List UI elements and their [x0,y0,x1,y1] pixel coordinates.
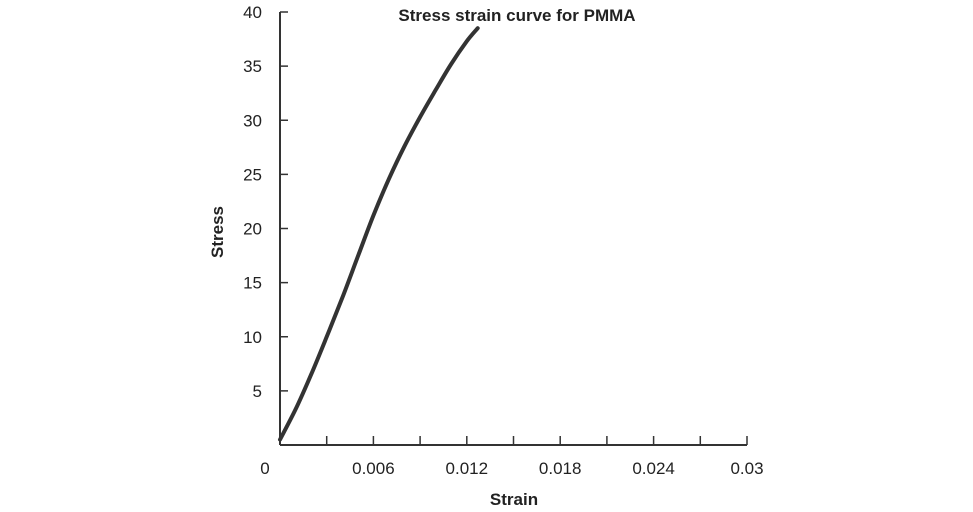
y-tick-label: 40 [243,3,262,22]
plot-area: 0 0.006 0.012 0.018 0.024 0.03 5 10 15 20 25 30 35 4… [243,3,763,478]
x-axis-label: Strain [490,490,538,509]
x-tick-label: 0.018 [539,459,582,478]
chart-title: Stress strain curve for PMMA [398,6,635,25]
y-tick-label: 30 [243,111,262,130]
y-tick-label: 35 [243,57,262,76]
x-tick-label: 0.012 [446,459,489,478]
y-tick-label: 20 [243,220,262,239]
x-tick-label: 0.03 [730,459,763,478]
x-tick-label: 0.024 [632,459,675,478]
y-tick-label: 25 [243,165,262,184]
y-axis-ticks: 5 10 15 20 25 30 35 40 [243,3,288,401]
x-tick-label: 0.006 [352,459,395,478]
x-axis-ticks: 0 0.006 0.012 0.018 0.024 0.03 [260,436,764,478]
series-layer [278,26,480,442]
y-axis-label: Stress [208,206,227,258]
y-tick-label: 10 [243,328,262,347]
y-tick-label: 15 [243,274,262,293]
y-tick-label: 5 [253,382,262,401]
stress-strain-curve [278,26,480,442]
x-tick-label: 0 [260,459,269,478]
